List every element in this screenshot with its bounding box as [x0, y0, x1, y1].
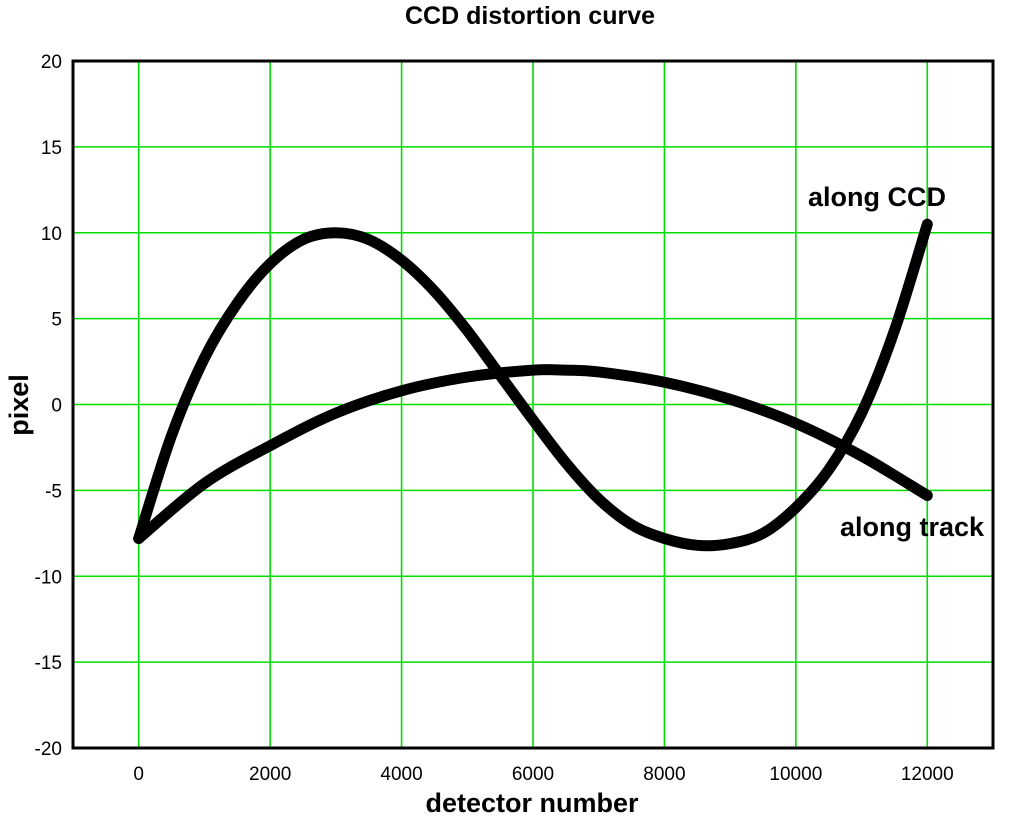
series-lines	[133, 218, 933, 552]
y-tick-label: -5	[45, 481, 62, 502]
x-tick-label: 8000	[643, 764, 685, 785]
y-tick-label: 15	[41, 138, 62, 159]
series-line-along-track	[133, 364, 933, 544]
y-tick-label: -10	[35, 567, 62, 588]
x-tick-label: 12000	[901, 764, 954, 785]
x-tick-label: 2000	[249, 764, 291, 785]
x-axis-label: detector number	[425, 788, 639, 818]
y-tick-label: 10	[41, 224, 62, 245]
y-axis-label: pixel	[4, 374, 34, 436]
y-tick-label: 20	[41, 52, 62, 73]
y-tick-label: -20	[35, 739, 62, 760]
series-line-along-ccd	[133, 218, 933, 552]
x-tick-label: 0	[133, 764, 144, 785]
series-labels: along CCD along track	[808, 182, 985, 542]
plot-frame	[71, 59, 995, 750]
y-tick-label: 5	[51, 310, 62, 331]
y-tick-labels: -20 -15 -10 -5 0 5 10 15 20	[35, 52, 62, 760]
x-tick-labels: 0 2000 4000 6000 8000 10000 12000	[133, 764, 953, 785]
y-tick-label: 0	[51, 396, 62, 417]
y-tick-label: -15	[35, 653, 62, 674]
x-tick-label: 4000	[380, 764, 422, 785]
grid	[73, 60, 993, 749]
chart-title: CCD distortion curve	[405, 2, 655, 30]
series-label-along-track: along track	[840, 512, 985, 542]
series-label-along-ccd: along CCD	[808, 182, 946, 212]
x-tick-label: 6000	[512, 764, 554, 785]
x-tick-label: 10000	[769, 764, 822, 785]
